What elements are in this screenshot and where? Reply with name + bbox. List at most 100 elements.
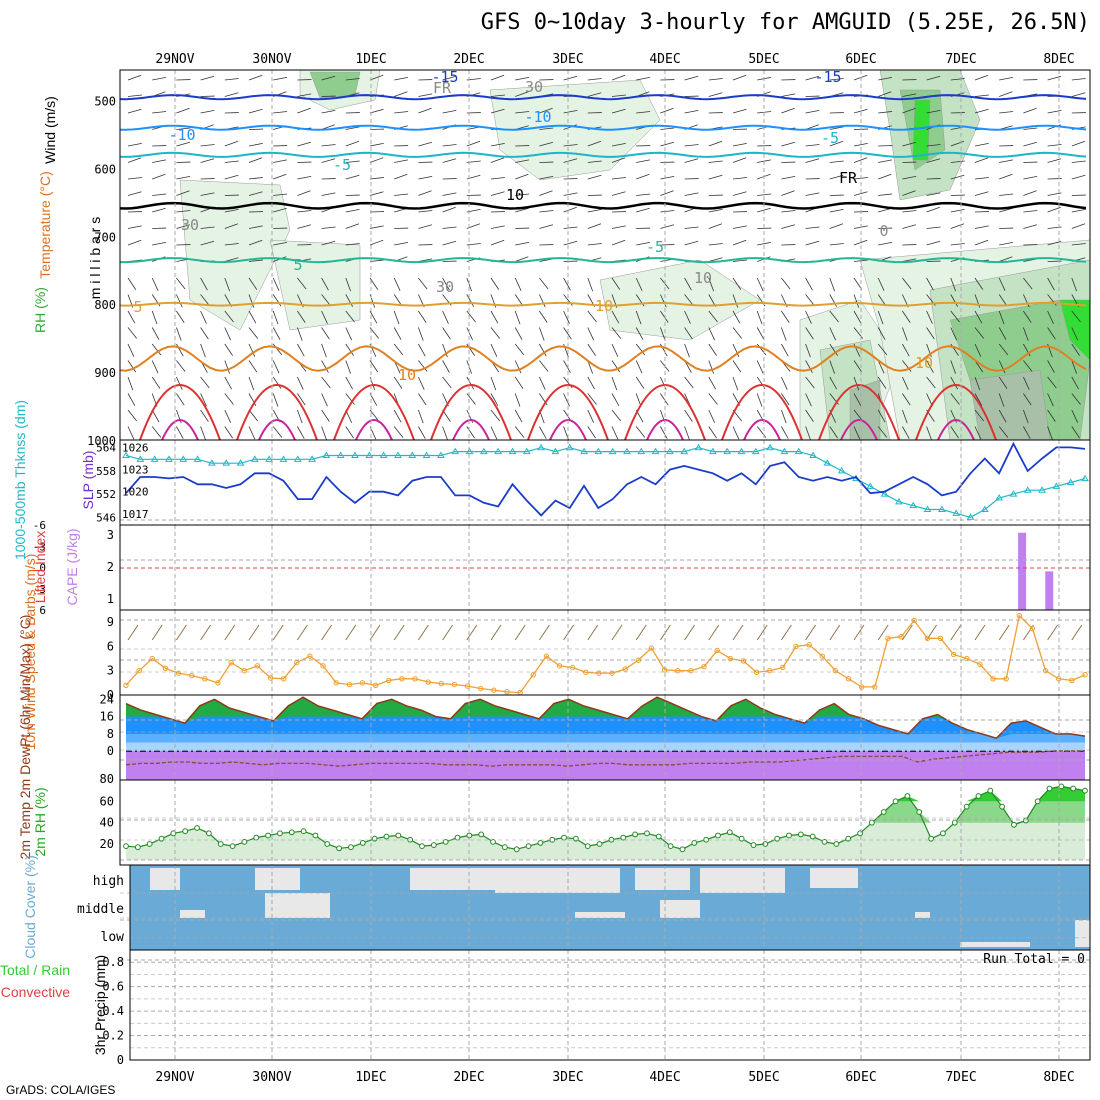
wind-barb [998,409,1007,423]
wind-barb [418,393,427,406]
wind-barb [563,226,578,229]
date-label-top: 6DEC [845,52,876,67]
wind-barb [950,360,956,374]
wind-barb [805,226,820,229]
wind-barb [127,426,135,440]
wind-barb [853,393,862,406]
rh-tick: 20 [100,837,114,851]
wind-speed-point [149,655,155,662]
wind-barb [418,376,425,390]
wind-barb [539,393,548,406]
wind-barb [248,191,263,196]
wind-barb [902,224,916,229]
date-label-bottom: 4DEC [649,1070,680,1085]
wind-barb [418,360,428,372]
wind-barb [587,327,595,341]
wind-barb [442,206,456,213]
temperature-contour [139,384,221,441]
wind-barb [248,177,263,180]
wind-barb [660,175,675,180]
wind-barb [466,140,481,147]
wind-barb [611,157,626,163]
wind-barb [273,159,288,163]
wind-barb [442,426,448,440]
wind-barb [248,157,263,163]
wind-barb [999,91,1013,97]
wind-barb [974,177,989,180]
wind-barb [587,92,602,97]
wind-barb [321,158,336,163]
wind-speed-point [819,653,825,659]
wind-barb [611,74,626,81]
wind-barb [224,140,239,147]
wind-barb [273,241,288,246]
wind-barb [853,239,868,246]
wind-speed-point [727,655,734,662]
wind-speed-point [412,676,418,682]
thickness-point [909,501,918,509]
wind-barb [1047,109,1062,114]
wind-barb [514,327,523,340]
wind-barb [297,393,306,406]
rh-point [1046,785,1053,792]
wind-barb [297,107,311,114]
thickness-point [952,509,961,516]
thickness-point [1052,482,1061,489]
wind-barb [684,277,692,291]
rh-point [490,838,496,845]
slp-tick: 1023 [122,464,149,477]
wind-barb [684,310,691,324]
wind-barb [127,157,142,163]
wind-barb [490,239,505,246]
wind-barb [273,173,287,180]
wind-barb [732,624,744,641]
rh-point [951,819,958,826]
wind-barb [393,310,400,325]
rh-point [750,842,757,848]
wind-barb [732,259,747,262]
wind-barb [151,277,159,291]
pressure-tick: 900 [94,366,116,380]
thickness-point [394,451,402,458]
thickness-point [1066,478,1075,485]
wind-barb [853,426,861,440]
wind-barb [999,256,1013,262]
wind-barb [127,277,137,290]
wind-barb [998,360,1006,374]
temperature-contour [258,419,296,441]
wind-barb [926,144,941,147]
wind-barb [635,426,646,438]
wind-barb [877,624,889,641]
wind-barb [442,109,457,114]
cloud-gap [495,868,620,893]
cloud-tick: middle [77,902,124,917]
wind-barb [805,426,811,440]
wind-barb [805,109,820,114]
wind-speed-point [596,670,602,676]
cape-ylabel: CAPE (J/kg) [64,528,80,605]
wind-barb [999,76,1014,81]
wind-barb [756,327,765,340]
wind-barb [151,409,160,423]
wind-barb [877,426,888,438]
wind-barb [127,191,142,196]
wind-barb [732,327,743,339]
wind-speed-point [123,682,129,688]
wind-barb [1071,409,1079,423]
wind-speed-point [767,668,773,674]
wind-barb [805,327,814,340]
wind-barb [781,343,789,357]
wind-barb [466,310,476,323]
wind-barb [152,193,167,196]
wind-barb [345,360,351,374]
rh-point [584,843,591,850]
temperature-contour [120,124,1087,131]
wind-barb [152,173,166,180]
date-label-bottom: 30NOV [252,1070,291,1085]
wind-speed-point [333,680,339,686]
wind-barb [757,193,772,196]
wind-barb [684,240,699,246]
pressure-tick: 1000 [87,434,116,448]
wind-barb [224,310,234,323]
